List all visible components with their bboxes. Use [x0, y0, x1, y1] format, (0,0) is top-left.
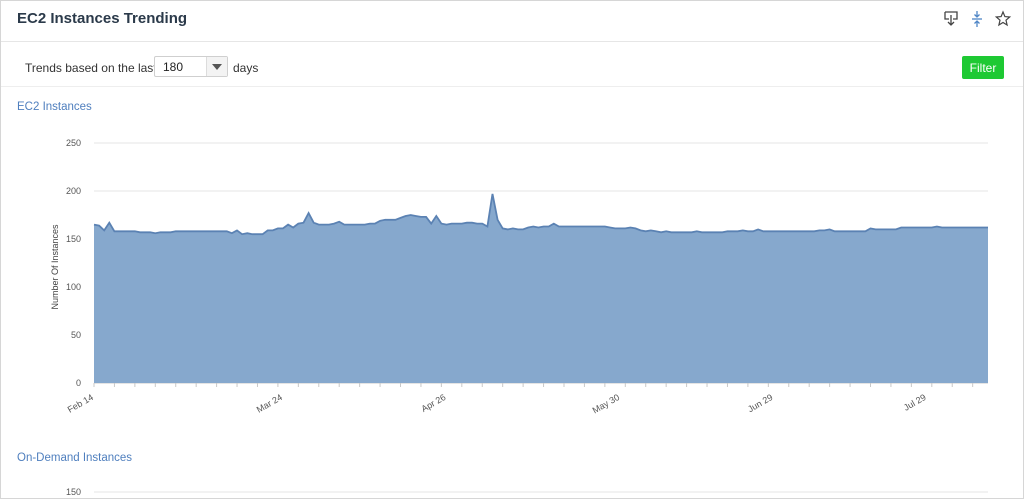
panel-title: EC2 Instances Trending	[17, 10, 188, 27]
y-tick-label: 0	[76, 378, 81, 388]
trend-prefix-label: Trends based on the last	[25, 61, 157, 75]
x-tick-label: Jul 29	[902, 392, 928, 413]
y-tick-label: 150	[66, 487, 81, 497]
chart-title-ec2: EC2 Instances	[17, 101, 92, 113]
download-icon[interactable]	[943, 10, 959, 28]
y-tick-label: 250	[66, 138, 81, 148]
days-select-value: 180	[163, 60, 184, 74]
collapse-icon[interactable]	[969, 10, 985, 28]
panel-header: EC2 Instances Trending	[1, 1, 1023, 42]
days-select[interactable]: 180	[154, 56, 228, 77]
x-tick-label: Feb 14	[66, 392, 95, 415]
chart-title-on-demand: On-Demand Instances	[17, 452, 133, 464]
filter-button[interactable]: Filter	[962, 56, 1004, 79]
header-actions	[943, 10, 1012, 28]
trend-controls: Trends based on the last 180 days Filter	[1, 42, 1023, 87]
x-tick-label: May 30	[591, 392, 622, 415]
days-suffix-label: days	[233, 61, 259, 75]
area-fill	[94, 193, 988, 383]
y-tick-label: 50	[71, 330, 81, 340]
star-icon[interactable]	[994, 10, 1012, 28]
chevron-down-icon[interactable]	[206, 57, 227, 76]
series-line	[93, 193, 988, 236]
y-tick-label: 100	[66, 282, 81, 292]
y-tick-label: 150	[66, 234, 81, 244]
x-tick-label: Apr 26	[420, 392, 448, 414]
x-tick-label: Jun 29	[746, 392, 774, 414]
y-tick-label: 200	[66, 186, 81, 196]
x-tick-label: Mar 24	[255, 392, 284, 415]
y-axis-title: Number Of Instances	[50, 224, 60, 310]
